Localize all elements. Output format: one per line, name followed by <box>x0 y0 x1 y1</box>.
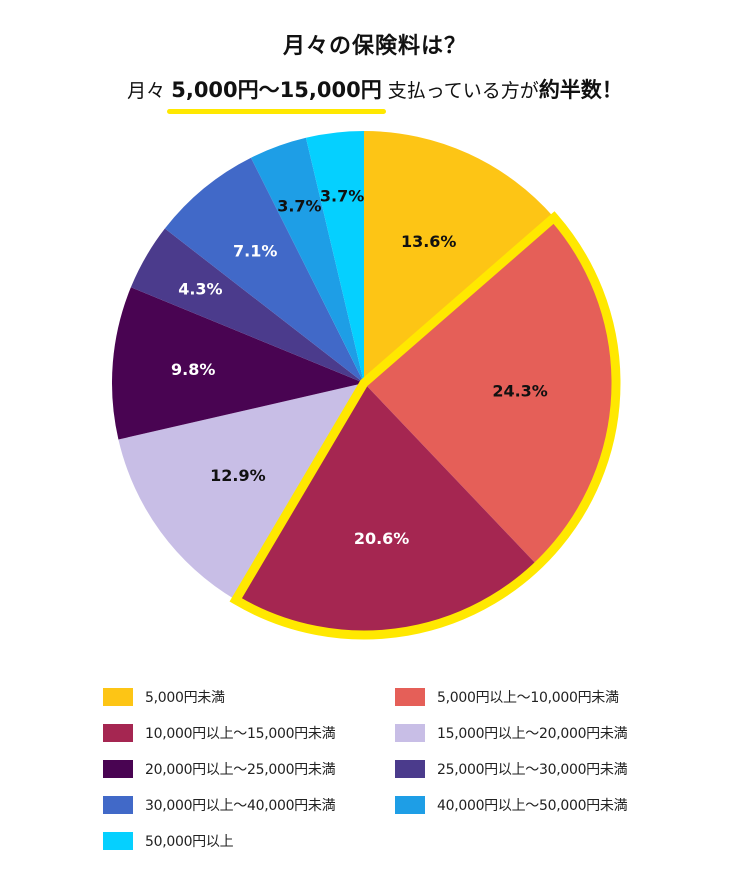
legend-item-5: 20,000円以上〜25,000円未満 <box>103 758 395 780</box>
legend-item-6: 25,000円以上〜30,000円未満 <box>395 758 663 780</box>
legend-swatch <box>395 724 425 742</box>
chart-subtitle: 月々 5,000円〜15,000円 支払っている方が約半数！ <box>0 74 750 114</box>
legend-swatch <box>395 688 425 706</box>
slice-label-8: 3.7% <box>277 196 321 215</box>
legend-swatch <box>395 796 425 814</box>
legend-swatch <box>103 760 133 778</box>
legend-item-9: 50,000円以上 <box>103 830 395 852</box>
chart-title: 月々の保険料は？ <box>282 34 467 59</box>
chart-legend: 5,000円未満 5,000円以上〜10,000円未満 10,000円以上〜15,0… <box>103 686 663 852</box>
pie-slice-2 <box>364 217 616 566</box>
slice-label-7: 7.1% <box>233 242 277 261</box>
slice-label-5: 9.8% <box>171 360 215 379</box>
pie-slice-6 <box>130 228 364 383</box>
slice-label-9: 3.7% <box>320 186 364 205</box>
legend-label: 5,000円以上〜10,000円未満 <box>437 690 619 706</box>
pie-slice-9 <box>305 131 364 383</box>
pie-slice-1 <box>364 131 555 383</box>
legend-swatch <box>395 760 425 778</box>
legend-label: 10,000円以上〜15,000円未満 <box>145 726 336 742</box>
pie-slice-5 <box>112 287 364 440</box>
slice-label-2: 24.3% <box>492 381 548 400</box>
legend-label: 5,000円未満 <box>145 690 225 706</box>
subtitle-emphasis: 約半数！ <box>538 78 623 102</box>
legend-label: 50,000円以上 <box>145 834 234 850</box>
slice-label-3: 20.6% <box>354 529 410 548</box>
pie-slice-3 <box>235 383 538 636</box>
slice-label-4: 12.9% <box>210 466 266 485</box>
legend-swatch <box>103 796 133 814</box>
legend-item-2: 5,000円以上〜10,000円未満 <box>395 686 663 708</box>
legend-label: 25,000円以上〜30,000円未満 <box>437 762 628 778</box>
legend-swatch <box>103 832 133 850</box>
subtitle-highlight: 5,000円〜15,000円 <box>167 74 387 114</box>
highlight-outline <box>229 211 621 640</box>
legend-item-1: 5,000円未満 <box>103 686 395 708</box>
legend-label: 15,000円以上〜20,000円未満 <box>437 726 628 742</box>
legend-swatch <box>103 724 133 742</box>
legend-item-3: 10,000円以上〜15,000円未満 <box>103 722 395 744</box>
pie-slice-4 <box>118 383 364 600</box>
slice-label-1: 13.6% <box>401 232 457 251</box>
legend-label: 40,000円以上〜50,000円未満 <box>437 798 628 814</box>
pie-chart: 13.6% 24.3% 20.6% 12.9% 9.8% 4.3% 7.1% 3.7%3.7% <box>112 131 621 640</box>
slice-label-6: 4.3% <box>178 279 222 298</box>
legend-swatch <box>103 688 133 706</box>
legend-item-4: 15,000円以上〜20,000円未満 <box>395 722 663 744</box>
legend-item-8: 40,000円以上〜50,000円未満 <box>395 794 663 816</box>
subtitle-middle: 支払っている方が <box>387 80 539 102</box>
legend-item-7: 30,000円以上〜40,000円未満 <box>103 794 395 816</box>
subtitle-prefix: 月々 <box>127 80 166 102</box>
legend-label: 20,000円以上〜25,000円未満 <box>145 762 336 778</box>
pie-slice-7 <box>164 157 364 383</box>
pie-slice-8 <box>251 137 364 383</box>
legend-label: 30,000円以上〜40,000円未満 <box>145 798 336 814</box>
